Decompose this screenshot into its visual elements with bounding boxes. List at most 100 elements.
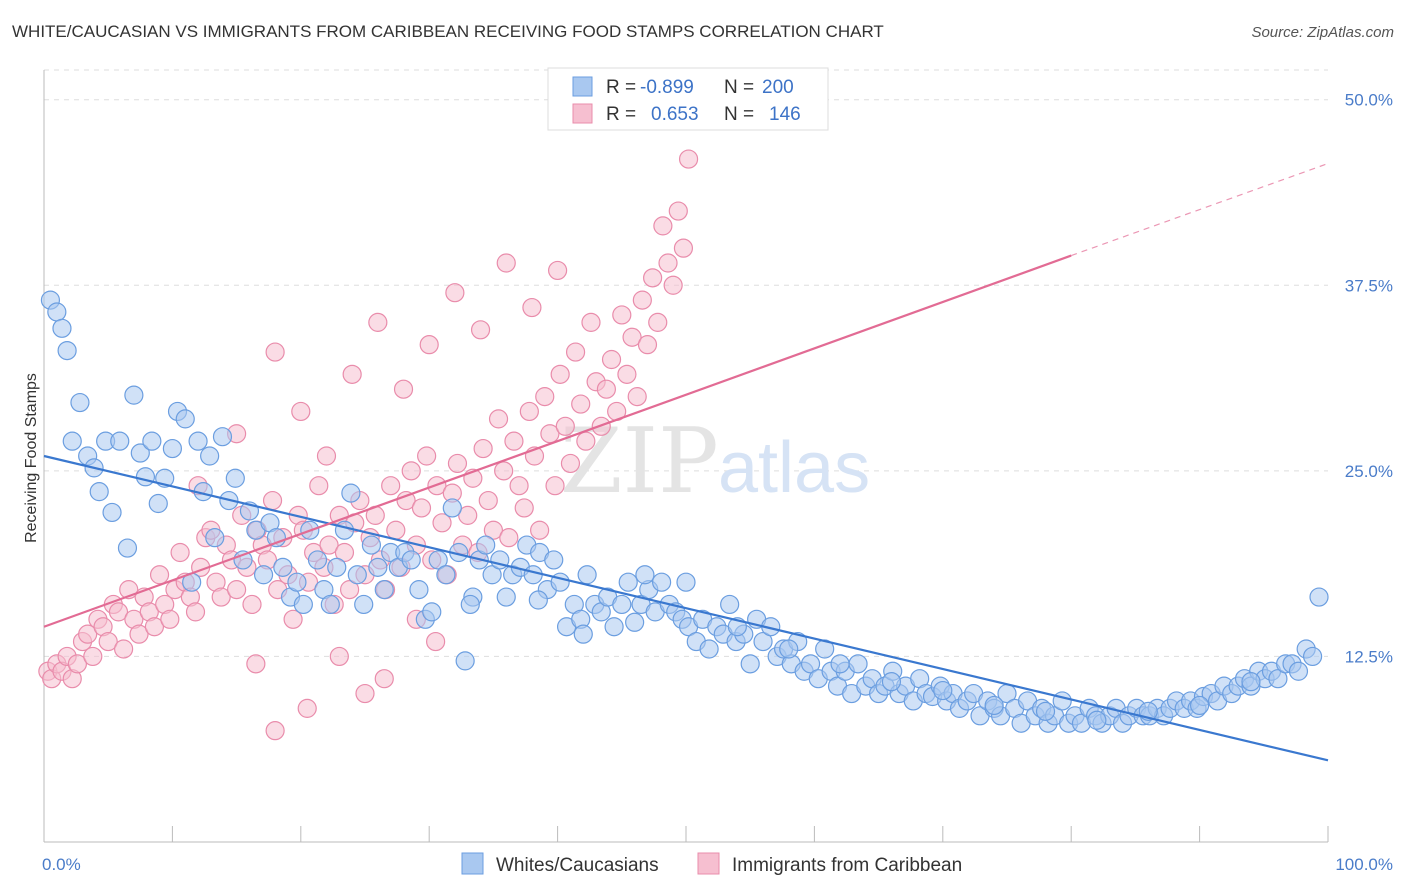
caribbean-point <box>535 387 555 407</box>
white-point <box>523 565 543 585</box>
caribbean-point <box>386 520 406 540</box>
caribbean-point <box>550 364 570 384</box>
caribbean-point <box>571 394 591 414</box>
white-point <box>612 594 632 615</box>
caribbean-point <box>632 290 652 310</box>
white-point <box>482 565 502 585</box>
white-point <box>1189 695 1210 716</box>
white-point <box>188 431 208 451</box>
chart-source: Source: ZipAtlas.com <box>1251 24 1394 41</box>
white-point <box>933 680 953 701</box>
legend-n-label-1: N = <box>724 77 754 98</box>
caribbean-point <box>545 476 565 496</box>
caribbean-trend-line <box>43 254 1072 628</box>
caribbean-point <box>329 646 349 667</box>
caribbean-point <box>617 364 637 384</box>
legend-r-label-1: R = <box>606 77 636 98</box>
white-point <box>428 550 448 570</box>
caribbean-point <box>98 631 118 652</box>
caribbean-point <box>114 639 134 659</box>
caribbean-point <box>419 335 439 355</box>
caribbean-point <box>658 253 678 273</box>
caribbean-point <box>555 416 575 436</box>
white-point <box>848 654 868 674</box>
legend-r-value-2: 0.653 <box>651 104 699 125</box>
caribbean-point <box>83 646 103 667</box>
caribbean-point <box>540 424 560 444</box>
white-point <box>528 590 548 610</box>
caribbean-point <box>612 305 632 325</box>
caribbean-point <box>673 238 694 258</box>
watermark-atlas: atlas <box>718 428 870 508</box>
caribbean-point <box>368 312 388 332</box>
caribbean-point <box>297 698 317 718</box>
caribbean-point <box>522 297 542 318</box>
white-point <box>320 594 340 615</box>
white-point <box>205 528 225 548</box>
white-point <box>117 538 138 558</box>
white-point <box>496 587 516 607</box>
legend-box <box>547 67 829 131</box>
white-point <box>130 443 150 463</box>
white-point <box>307 550 328 570</box>
white-point <box>374 580 394 600</box>
caribbean-point <box>565 342 586 362</box>
white-point <box>57 340 77 361</box>
caribbean-point <box>627 387 647 407</box>
bottom-legend-swatch-blue <box>461 852 484 875</box>
caribbean-point <box>581 312 601 332</box>
white-point <box>618 572 638 592</box>
white-point <box>720 594 740 615</box>
caribbean-point <box>108 602 129 622</box>
white-point <box>409 580 429 600</box>
white-point <box>368 557 388 577</box>
white-point <box>604 617 624 637</box>
legend-n-label-2: N = <box>724 104 754 125</box>
white-point <box>881 672 902 692</box>
caribbean-point <box>283 609 303 629</box>
caribbean-point <box>246 654 266 674</box>
caribbean-point <box>483 520 503 540</box>
white-point <box>1241 672 1261 692</box>
caribbean-point <box>530 520 550 540</box>
series-legend: Whites/Caucasians Immigrants from Caribb… <box>461 852 962 876</box>
caribbean-point <box>291 401 311 422</box>
chart-title: WHITE/CAUCASIAN VS IMMIGRANTS FROM CARIB… <box>12 22 884 41</box>
caribbean-point <box>514 498 534 518</box>
caribbean-point <box>316 446 337 466</box>
y-tick-label: 50.0% <box>1345 91 1393 110</box>
white-point <box>577 565 597 585</box>
white-point <box>1035 701 1056 721</box>
caribbean-point <box>596 379 616 399</box>
x-tick-label-max: 100.0% <box>1335 855 1393 874</box>
caribbean-point <box>401 461 421 481</box>
caribbean-point <box>668 201 688 221</box>
caribbean-point <box>458 505 478 525</box>
caribbean-point <box>470 320 491 340</box>
caribbean-point <box>411 498 432 518</box>
legend-swatch-blue <box>572 76 593 97</box>
caribbean-point <box>560 453 581 474</box>
white-point <box>676 572 696 592</box>
legend-r-label-2: R = <box>606 104 636 125</box>
caribbean-point <box>227 580 247 600</box>
caribbean-point <box>426 631 446 652</box>
caribbean-point <box>211 587 231 607</box>
caribbean-point <box>78 624 98 644</box>
caribbean-point <box>499 528 519 548</box>
legend-swatch-pink <box>572 103 593 124</box>
caribbean-point <box>129 624 149 644</box>
white-point <box>1052 691 1072 711</box>
white-point <box>442 498 462 518</box>
white-point <box>142 431 162 451</box>
white-point <box>753 631 773 652</box>
white-point <box>293 594 313 615</box>
caribbean-trend-extension <box>1070 162 1329 257</box>
caribbean-point <box>473 438 493 459</box>
white-point <box>347 565 367 585</box>
caribbean-point <box>309 476 329 496</box>
white-point <box>253 565 274 585</box>
white-point <box>779 639 799 659</box>
caribbean-point <box>242 594 262 615</box>
